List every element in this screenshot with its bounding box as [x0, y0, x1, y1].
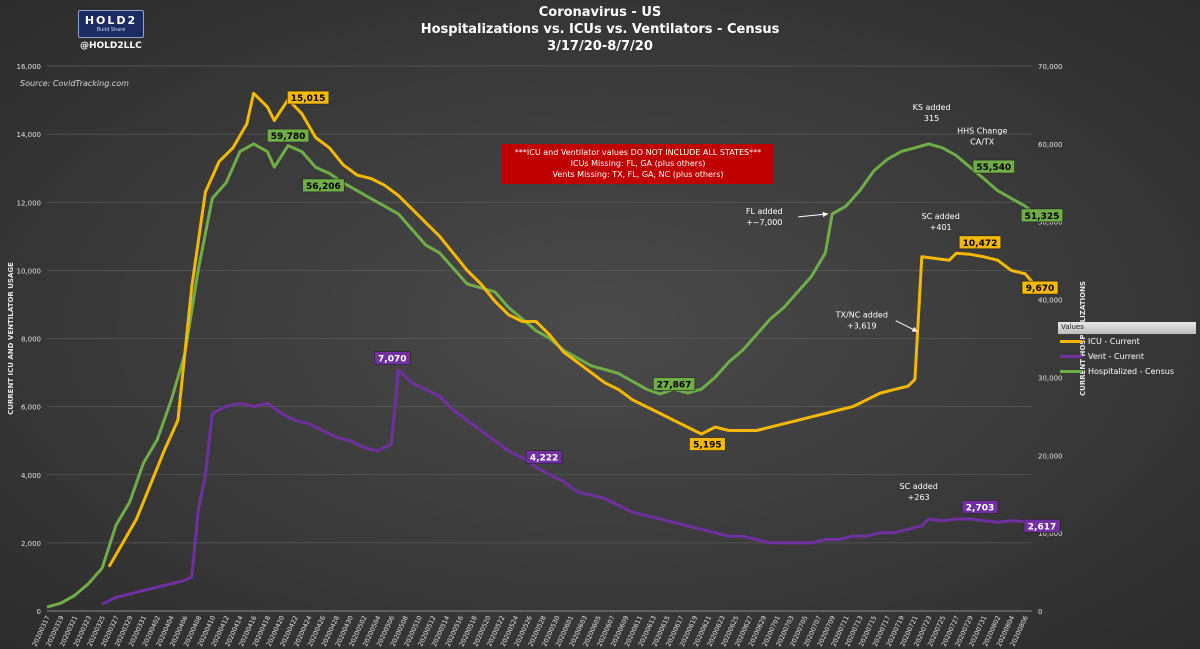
legend-label-vent: Vent - Current	[1088, 352, 1144, 361]
data-label-box	[961, 500, 999, 514]
data-label-box	[1023, 519, 1061, 533]
annotation-text: CA/TX	[970, 138, 995, 147]
legend-item-hosp: Hospitalized - Census	[1058, 364, 1196, 379]
legend-item-vent: Vent - Current	[1058, 349, 1196, 364]
data-label-text: 56,206	[306, 182, 341, 192]
annotation-text: +263	[908, 493, 930, 502]
title-line-2: Hospitalizations vs. ICUs vs. Ventilator…	[420, 22, 780, 37]
y-left-tick-label: 6,000	[21, 404, 41, 412]
y-right-tick-label: 70,000	[1038, 63, 1063, 71]
data-label-box	[972, 159, 1015, 174]
y-right-axis-title: CURRENT HOSPITALIZATIONS	[1079, 281, 1087, 396]
annotation-text: TX/NC added	[835, 311, 888, 320]
legend: Values ICU - Current Vent - Current Hosp…	[1058, 322, 1196, 378]
data-label-text: 55,540	[976, 163, 1011, 173]
y-right-tick-label: 0	[1038, 608, 1042, 616]
y-right-tick-label: 30,000	[1038, 374, 1063, 382]
data-label-box	[286, 90, 330, 105]
axes: 0 2,000 4,000 6,000 8,000 10,000 12,000 14,000 1…	[7, 63, 1087, 648]
legend-label-icu: ICU - Current	[1088, 337, 1140, 346]
y-left-tick-label: 14,000	[17, 131, 42, 139]
annotation-text: HHS Change	[957, 127, 1007, 136]
vent-series-line	[101, 368, 1033, 606]
series-lines	[46, 91, 1034, 609]
y-left-tick-label: 8,000	[21, 336, 41, 344]
data-labels: 15,015 5,195 10,472 9,670 7,070 4,222 2,703 2,6…	[266, 90, 1064, 533]
data-label-box	[652, 377, 696, 391]
data-label-box	[1021, 280, 1059, 295]
legend-label-hosp: Hospitalized - Census	[1088, 367, 1175, 376]
legend-swatch-vent	[1060, 355, 1082, 358]
legend-header: Values	[1058, 322, 1196, 334]
y-right-tick-label: 40,000	[1038, 297, 1063, 305]
data-label-box	[1020, 208, 1064, 223]
data-label-text: 10,472	[963, 239, 998, 249]
warning-line-3: Vents Missing: TX, FL, GA, NC (plus othe…	[552, 170, 724, 179]
legend-swatch-hosp	[1060, 370, 1082, 373]
data-label-text: 2,703	[966, 503, 994, 513]
data-label-text: 9,670	[1026, 284, 1054, 294]
data-label-box	[525, 450, 563, 464]
annotation-text: +~7,000	[746, 218, 782, 227]
warning-line-1: ***ICU and Ventilator values DO NOT INCL…	[514, 148, 762, 157]
annotation-text: SC added	[900, 482, 938, 491]
data-label-text: 15,015	[291, 94, 326, 104]
warning-line-2: ICUs Missing: FL, GA (plus others)	[570, 159, 706, 168]
title-line-1: Coronavirus - US	[538, 5, 662, 20]
title-line-3: 3/17/20-8/7/20	[547, 39, 653, 54]
hosp-series-line	[46, 142, 1033, 609]
y-left-tick-label: 16,000	[17, 63, 42, 71]
warning-box: ***ICU and Ventilator values DO NOT INCL…	[502, 144, 774, 184]
y-left-tick-label: 10,000	[17, 267, 42, 275]
data-label-text: 51,325	[1025, 212, 1060, 222]
annotation-text: FL added	[746, 207, 783, 216]
data-label-text: 2,617	[1028, 522, 1056, 532]
y-left-tick-label: 2,000	[21, 540, 41, 548]
data-label-text: 7,070	[378, 355, 406, 365]
data-label-box	[266, 128, 310, 143]
annotation-text: +401	[930, 223, 952, 232]
legend-item-icu: ICU - Current	[1058, 334, 1196, 349]
annotation-text: 315	[924, 114, 939, 123]
annotation-text: KS added	[913, 103, 951, 112]
annotation-arrowhead	[911, 326, 918, 332]
data-label-box	[689, 437, 726, 451]
y-left-tick-label: 4,000	[21, 472, 41, 480]
logo-tagline: Build Share	[96, 27, 126, 33]
y-right-tick-label: 10,000	[1038, 530, 1063, 538]
icu-series-line	[107, 91, 1034, 568]
y-left-tick-label: 12,000	[17, 199, 42, 207]
logo-text: HOLD2	[84, 14, 138, 27]
hold2-logo: HOLD2 Build Share	[78, 10, 144, 38]
data-label-box	[958, 235, 1002, 250]
data-label-box	[302, 178, 345, 193]
annotation-text: SC added	[922, 212, 960, 221]
data-label-text: 5,195	[693, 441, 721, 451]
data-label-box	[373, 351, 411, 365]
annotations: KS added 315 HHS Change CA/TX FL added +~7,00…	[746, 103, 1008, 502]
source-note: Source: CovidTracking.com	[20, 79, 129, 88]
legend-swatch-icu	[1060, 340, 1082, 343]
chart-title-block: Coronavirus - US Hospitalizations vs. IC…	[0, 4, 1200, 55]
annotation-text: +3,619	[847, 322, 877, 331]
data-label-text: 27,867	[657, 381, 692, 391]
annotation-arrowhead	[822, 211, 829, 218]
data-label-text: 59,780	[271, 132, 306, 142]
y-right-tick-label: 60,000	[1038, 141, 1063, 149]
y-right-tick-label: 20,000	[1038, 452, 1063, 460]
y-left-axis-title: CURRENT ICU AND VENTILATOR USAGE	[7, 262, 15, 415]
twitter-handle: @HOLD2LLC	[80, 41, 142, 51]
data-label-text: 4,222	[530, 454, 558, 464]
y-right-tick-label: 50,000	[1038, 219, 1063, 227]
y-left-tick-label: 0	[37, 608, 41, 616]
